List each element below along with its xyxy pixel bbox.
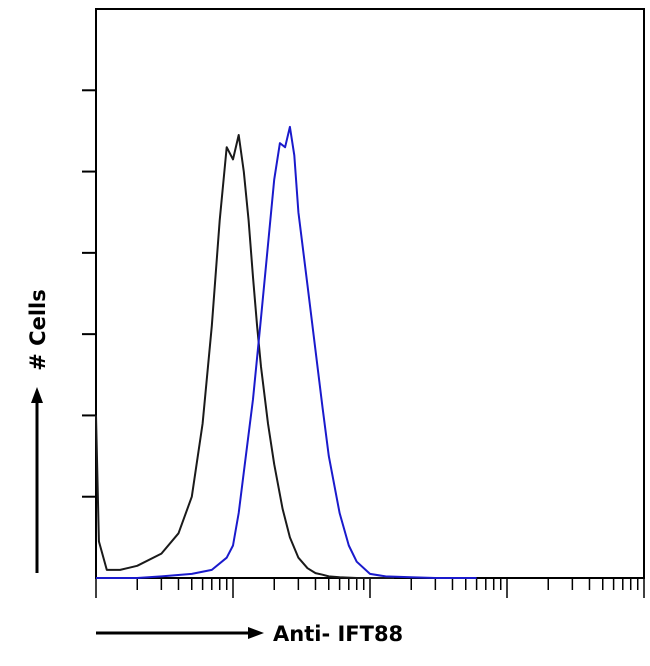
y-axis-ticks: [82, 89, 96, 498]
series-layer: [95, 125, 477, 579]
x-axis-arrowhead: [248, 627, 264, 639]
plot-frame: [95, 8, 645, 579]
x-axis-label: Anti- IFT88: [273, 622, 403, 646]
y-axis-label: # Cells: [26, 289, 50, 370]
x-axis-ticks: [95, 578, 645, 598]
histogram-series-2: [96, 125, 477, 579]
y-axis-arrowhead: [31, 387, 43, 403]
histogram-series-1: [95, 134, 395, 579]
